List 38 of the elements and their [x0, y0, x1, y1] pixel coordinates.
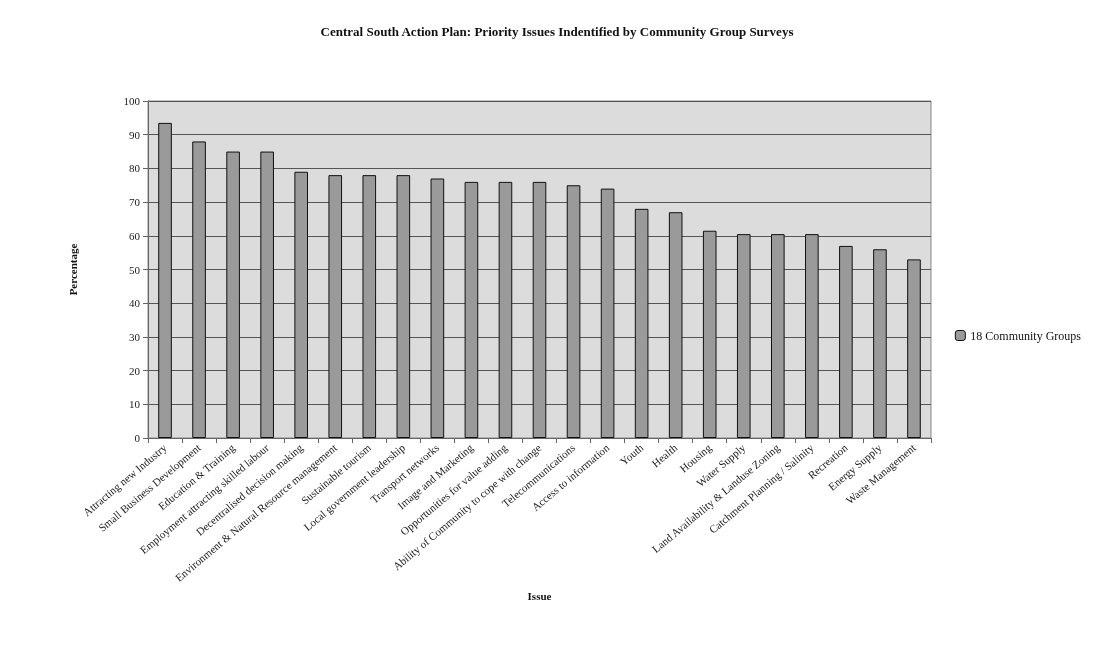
bar	[260, 151, 274, 438]
chart-title: Central South Action Plan: Priority Issues Indentified by Community Group Surveys	[320, 24, 794, 39]
y-tick-label: 30	[129, 330, 141, 343]
y-tick-label: 10	[129, 398, 141, 411]
bar	[839, 245, 853, 438]
bar	[873, 249, 887, 438]
y-tick-label: 0	[134, 432, 141, 444]
bar	[328, 175, 343, 438]
bar	[736, 234, 751, 438]
y-tick-label: 70	[129, 196, 141, 209]
y-tick-label: 60	[129, 229, 141, 242]
y-tick-label: 50	[129, 263, 141, 276]
bar	[158, 122, 172, 438]
bar	[907, 259, 921, 438]
y-tick-label: 90	[129, 128, 141, 141]
bar	[396, 175, 411, 438]
y-tick-label: 100	[123, 95, 141, 107]
bar	[566, 185, 581, 438]
bar	[532, 181, 547, 438]
y-tick-label: 40	[129, 297, 141, 310]
y-tick-label: 20	[129, 364, 141, 377]
bar	[634, 208, 649, 438]
bar	[362, 175, 377, 438]
bar	[668, 212, 683, 438]
bar	[771, 234, 785, 438]
y-tick-label: 80	[129, 162, 141, 175]
bar	[702, 230, 717, 438]
legend-label: 18 Community Groups	[970, 328, 1082, 343]
bar	[805, 234, 819, 438]
x-axis-title: Issue	[527, 589, 552, 602]
bar	[464, 181, 479, 438]
bar	[498, 181, 513, 438]
bar	[430, 178, 445, 438]
y-axis-title: Percentage	[66, 243, 79, 296]
bar	[226, 151, 240, 438]
bar	[294, 171, 308, 438]
bar	[192, 141, 206, 438]
bar	[600, 188, 615, 438]
